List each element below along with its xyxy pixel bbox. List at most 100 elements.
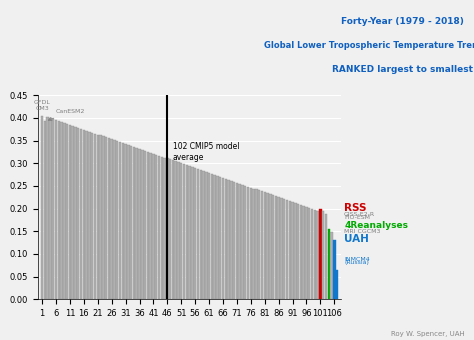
Bar [202,171,205,299]
Bar [205,172,208,299]
Bar [236,183,238,299]
Bar [241,185,244,299]
Bar [289,201,291,299]
Text: 4Reanalyses: 4Reanalyses [344,221,408,230]
Text: GISS-E2-R: GISS-E2-R [344,212,375,217]
Bar [60,122,63,299]
Bar [302,206,305,299]
Bar [136,148,138,299]
Bar [102,136,105,299]
Bar [255,189,258,299]
Bar [113,140,116,299]
Bar [161,156,163,299]
Bar [91,133,93,299]
Text: FIO-ESM: FIO-ESM [344,215,370,220]
Bar [319,209,322,299]
Bar [166,158,169,299]
Bar [272,195,274,299]
Text: MRI CGCM3: MRI CGCM3 [344,229,381,234]
Bar [297,204,300,299]
Text: 102 CMIP5 model
average: 102 CMIP5 model average [173,142,239,162]
Bar [230,181,233,299]
Bar [88,132,91,299]
Bar [152,154,155,299]
Bar [311,209,313,299]
Bar [314,210,316,299]
Bar [49,118,52,299]
Bar [186,165,188,299]
Bar [138,149,141,299]
Bar [317,211,319,299]
Bar [333,240,336,299]
Bar [208,173,210,299]
Bar [194,168,196,299]
Bar [85,131,88,299]
Bar [72,126,74,299]
Bar [146,152,149,299]
Bar [280,198,283,299]
Bar [294,203,297,299]
Bar [44,121,46,299]
Bar [252,188,255,299]
Bar [183,164,185,299]
Bar [155,155,157,299]
Text: RANKED largest to smallest: RANKED largest to smallest [332,65,474,73]
Bar [110,139,113,299]
Bar [55,120,57,299]
Bar [177,162,180,299]
Bar [116,141,118,299]
Bar [164,157,166,299]
Bar [97,135,99,299]
Bar [124,144,127,299]
Bar [213,175,216,299]
Text: Global Lower Tropospheric Temperature Trends (C/decade): Global Lower Tropospheric Temperature Tr… [264,41,474,50]
Bar [80,129,82,299]
Text: RSS: RSS [344,203,366,212]
Bar [158,156,160,299]
Bar [105,137,107,299]
Bar [336,270,338,299]
Bar [149,153,152,299]
Text: Forty-Year (1979 - 2018): Forty-Year (1979 - 2018) [341,17,465,26]
Bar [308,208,310,299]
Bar [266,193,269,299]
Text: CanESM2: CanESM2 [48,109,85,121]
Bar [77,128,80,299]
Bar [300,205,302,299]
Bar [258,190,260,299]
Bar [172,160,174,299]
Bar [188,166,191,299]
Bar [121,143,124,299]
Bar [174,162,177,299]
Bar [322,211,324,299]
Bar [325,214,327,299]
Bar [127,145,129,299]
Bar [69,125,71,299]
Bar [169,159,171,299]
Bar [57,121,60,299]
Bar [52,119,55,299]
Bar [133,147,135,299]
Bar [274,196,277,299]
Bar [130,146,132,299]
Text: INMCM4: INMCM4 [344,257,370,262]
Bar [261,191,263,299]
Bar [219,177,221,299]
Bar [233,182,236,299]
Bar [216,176,219,299]
Bar [200,170,202,299]
Text: GFDL
CM3: GFDL CM3 [34,100,51,111]
Bar [283,199,285,299]
Bar [305,207,308,299]
Bar [330,232,333,299]
Bar [108,138,110,299]
Bar [141,150,144,299]
Bar [292,202,294,299]
Bar [100,136,102,299]
Bar [82,130,85,299]
Bar [119,142,121,299]
Bar [63,123,65,299]
Bar [247,187,249,299]
Bar [66,124,68,299]
Bar [191,167,193,299]
